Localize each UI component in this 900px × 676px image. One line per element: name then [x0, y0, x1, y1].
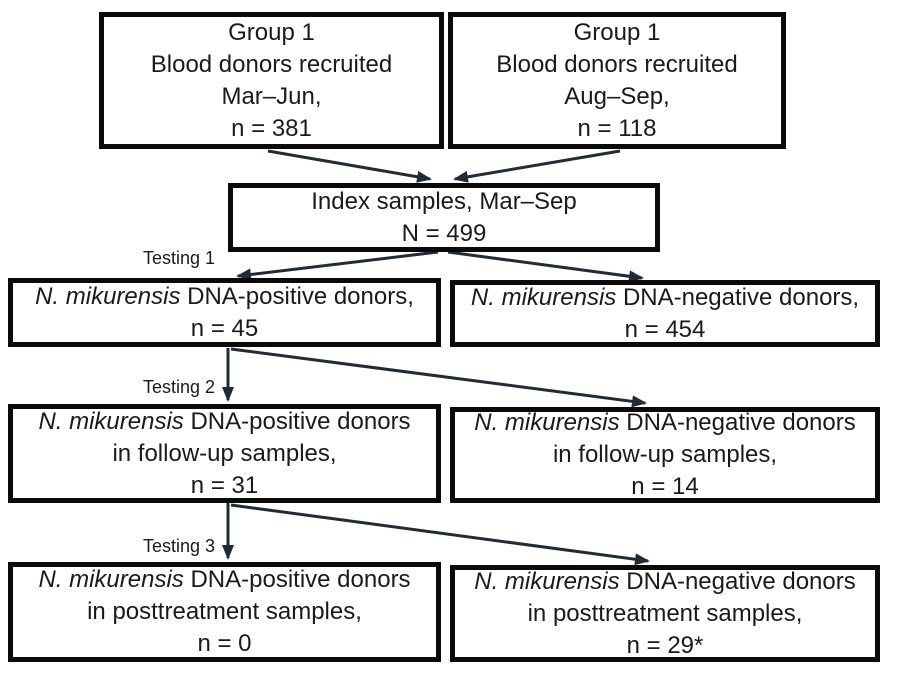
box-group1-aug-sep: Group 1 Blood donors recruited Aug–Sep, …	[448, 12, 786, 149]
box-count: n = 454	[624, 315, 706, 343]
arrow-positive2-to-negative3	[230, 503, 650, 566]
box-line: N. mikurensis DNA-negative donors	[474, 566, 855, 598]
arrow-index-to-negative	[447, 250, 644, 283]
species-name: N. mikurensis	[474, 567, 620, 595]
box-line: in posttreatment samples,	[87, 598, 362, 625]
label-testing-3: Testing 3	[143, 536, 216, 556]
arrow-group-spring-to-index	[267, 149, 432, 183]
arrow-index-to-positive	[236, 250, 439, 281]
box-line: Mar–Jun,	[221, 82, 322, 110]
box-line-text: DNA-positive donors	[183, 407, 411, 435]
box-line: Blood donors recruited	[150, 50, 393, 78]
species-name: N. mikurensis	[38, 407, 184, 435]
box-line: N. mikurensis DNA-positive donors	[38, 564, 410, 596]
box-line: Index samples, Mar–Sep	[311, 187, 577, 215]
box-line: N. mikurensis DNA-positive donors	[38, 406, 410, 438]
box-group1-mar-jun: Group 1 Blood donors recruited Mar–Jun, …	[99, 12, 444, 149]
box-line: in follow-up samples,	[552, 441, 778, 468]
box-line-text: DNA-positive donors,	[180, 282, 414, 310]
box-dna-negative-index: N. mikurensis DNA-negative donors, n = 4…	[450, 280, 880, 347]
species-name: N. mikurensis	[38, 566, 184, 593]
box-count: n = 45	[190, 314, 259, 342]
box-line: N. mikurensis DNA-positive donors,	[35, 281, 414, 313]
species-name: N. mikurensis	[470, 283, 617, 311]
box-line: Aug–Sep,	[564, 82, 670, 110]
box-line-text: DNA-negative donors	[619, 567, 856, 595]
box-count: n = 31	[190, 471, 259, 499]
box-line-text: DNA-negative donors	[619, 409, 856, 436]
box-count: n = 118	[577, 114, 657, 142]
box-line: Blood donors recruited	[496, 50, 738, 78]
arrow-positive1-to-negative2	[230, 347, 647, 408]
box-line-text: DNA-negative donors,	[616, 283, 860, 311]
box-index-samples: Index samples, Mar–Sep N = 499	[228, 183, 660, 252]
box-dna-negative-followup: N. mikurensis DNA-negative donors in fol…	[450, 407, 880, 503]
box-dna-positive-posttreatment: N. mikurensis DNA-positive donors in pos…	[8, 562, 441, 662]
arrow-group-autumn-to-index	[453, 149, 621, 183]
box-dna-positive-followup: N. mikurensis DNA-positive donors in fol…	[8, 404, 441, 503]
box-dna-positive-index: N. mikurensis DNA-positive donors, n = 4…	[8, 278, 441, 347]
box-line: N. mikurensis DNA-negative donors	[474, 407, 855, 439]
box-line-text: DNA-positive donors	[183, 566, 411, 593]
species-name: N. mikurensis	[35, 282, 181, 310]
box-count: n = 14	[631, 473, 699, 500]
box-count: n = 29*	[626, 631, 704, 659]
box-line: Group 1	[573, 18, 661, 46]
box-line: Group 1	[228, 18, 315, 46]
box-dna-negative-posttreatment: N. mikurensis DNA-negative donors in pos…	[450, 565, 880, 662]
label-testing-2: Testing 2	[143, 377, 216, 397]
box-line: in follow-up samples,	[112, 439, 337, 467]
species-name: N. mikurensis	[474, 409, 620, 436]
label-testing-1: Testing 1	[143, 248, 216, 268]
box-line: N. mikurensis DNA-negative donors,	[471, 282, 859, 314]
box-count: n = 0	[197, 630, 252, 657]
box-line: in posttreatment samples,	[527, 599, 803, 627]
box-count: N = 499	[401, 219, 487, 247]
box-count: n = 381	[231, 114, 312, 142]
